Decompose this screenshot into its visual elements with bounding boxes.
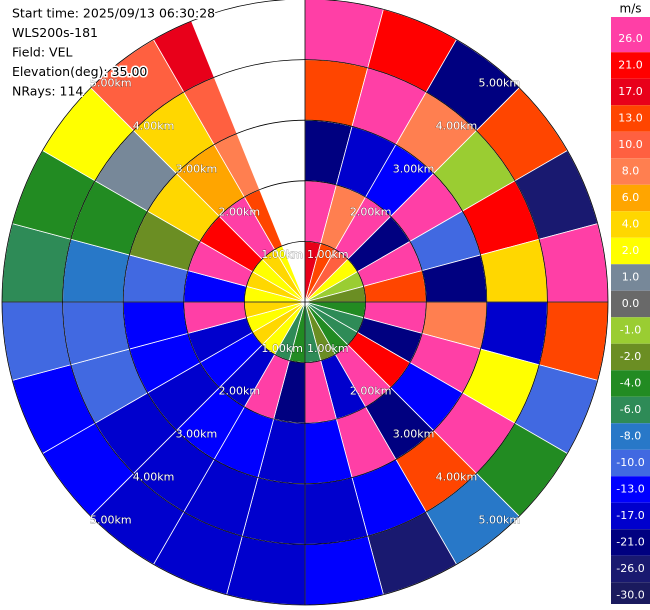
info-text: WLS200s-181 bbox=[12, 25, 98, 40]
colorbar-unit: m/s bbox=[620, 2, 642, 16]
ring-label: 3.00km bbox=[393, 162, 435, 175]
colorbar-label: 0.0 bbox=[622, 297, 640, 310]
ring-label: 4.00km bbox=[133, 470, 175, 483]
colorbar-label: 8.0 bbox=[622, 165, 640, 178]
colorbar-band bbox=[611, 158, 650, 185]
colorbar-band bbox=[611, 237, 650, 265]
ring-label: 1.00km bbox=[261, 248, 303, 261]
colorbar-label: -2.0 bbox=[620, 350, 641, 363]
colorbar-band bbox=[611, 529, 650, 556]
ring-label: 5.00km bbox=[478, 77, 520, 90]
colorbar-band bbox=[611, 78, 650, 106]
colorbar-label: -30.0 bbox=[616, 589, 644, 602]
ring-label: 1.00km bbox=[307, 248, 349, 261]
colorbar-band bbox=[611, 184, 650, 212]
colorbar-band bbox=[611, 396, 650, 424]
info-text: NRays: 114 bbox=[12, 84, 83, 99]
colorbar-label: -17.0 bbox=[616, 509, 644, 522]
colorbar-label: 4.0 bbox=[622, 218, 640, 231]
colorbar-label: -4.0 bbox=[620, 377, 641, 390]
colorbar-band bbox=[611, 290, 650, 318]
ring-label: 5.00km bbox=[478, 513, 520, 526]
colorbar-label: -10.0 bbox=[616, 456, 644, 469]
ring-label: 2.00km bbox=[350, 385, 392, 398]
ring-label: 2.00km bbox=[219, 205, 261, 218]
info-text: Field: VEL bbox=[12, 45, 72, 60]
colorbar-label: 26.0 bbox=[618, 32, 643, 45]
ring-label: 5.00km bbox=[90, 513, 132, 526]
colorbar-label: -8.0 bbox=[620, 430, 641, 443]
ring-label: 1.00km bbox=[307, 342, 349, 355]
colorbar-label: 10.0 bbox=[618, 138, 643, 151]
colorbar-band bbox=[611, 449, 650, 477]
info-text: Start time: 2025/09/13 06:30:28 bbox=[12, 6, 215, 21]
colorbar-band bbox=[611, 52, 650, 79]
colorbar-band bbox=[611, 423, 650, 450]
info-text: Elevation(deg): 35.00 bbox=[12, 64, 147, 79]
colorbar-label: -1.0 bbox=[620, 324, 641, 337]
ring-label: 2.00km bbox=[219, 385, 261, 398]
ring-label: 3.00km bbox=[176, 162, 218, 175]
colorbar-label: -6.0 bbox=[620, 403, 641, 416]
ring-label: 2.00km bbox=[350, 205, 392, 218]
colorbar-band bbox=[611, 343, 650, 371]
colorbar-label: 13.0 bbox=[618, 112, 643, 125]
ring-label: 1.00km bbox=[261, 342, 303, 355]
colorbar-label: 2.0 bbox=[622, 244, 640, 257]
ring-label: 3.00km bbox=[176, 428, 218, 441]
colorbar-band bbox=[611, 370, 650, 397]
colorbar-label: -21.0 bbox=[616, 536, 644, 549]
colorbar-label: -13.0 bbox=[616, 483, 644, 496]
colorbar-band bbox=[611, 131, 650, 159]
colorbar-band bbox=[611, 582, 650, 604]
colorbar-band bbox=[611, 211, 650, 238]
colorbar-label: 1.0 bbox=[622, 271, 640, 284]
colorbar-label: 21.0 bbox=[618, 59, 643, 72]
ring-label: 4.00km bbox=[436, 470, 478, 483]
ring-label: 4.00km bbox=[436, 120, 478, 133]
colorbar-band bbox=[611, 317, 650, 344]
colorbar-band bbox=[611, 264, 650, 291]
ring-label: 5.00km bbox=[90, 77, 132, 90]
colorbar-label: 17.0 bbox=[618, 85, 643, 98]
ring-label: 3.00km bbox=[393, 428, 435, 441]
ring-label: 4.00km bbox=[133, 120, 175, 133]
colorbar-band bbox=[611, 555, 650, 583]
colorbar-band bbox=[611, 502, 650, 530]
colorbar-band bbox=[611, 105, 650, 132]
colorbar-band bbox=[611, 476, 650, 503]
colorbar-band bbox=[611, 17, 650, 53]
colorbar-label: 6.0 bbox=[622, 191, 640, 204]
colorbar-label: -26.0 bbox=[616, 562, 644, 575]
